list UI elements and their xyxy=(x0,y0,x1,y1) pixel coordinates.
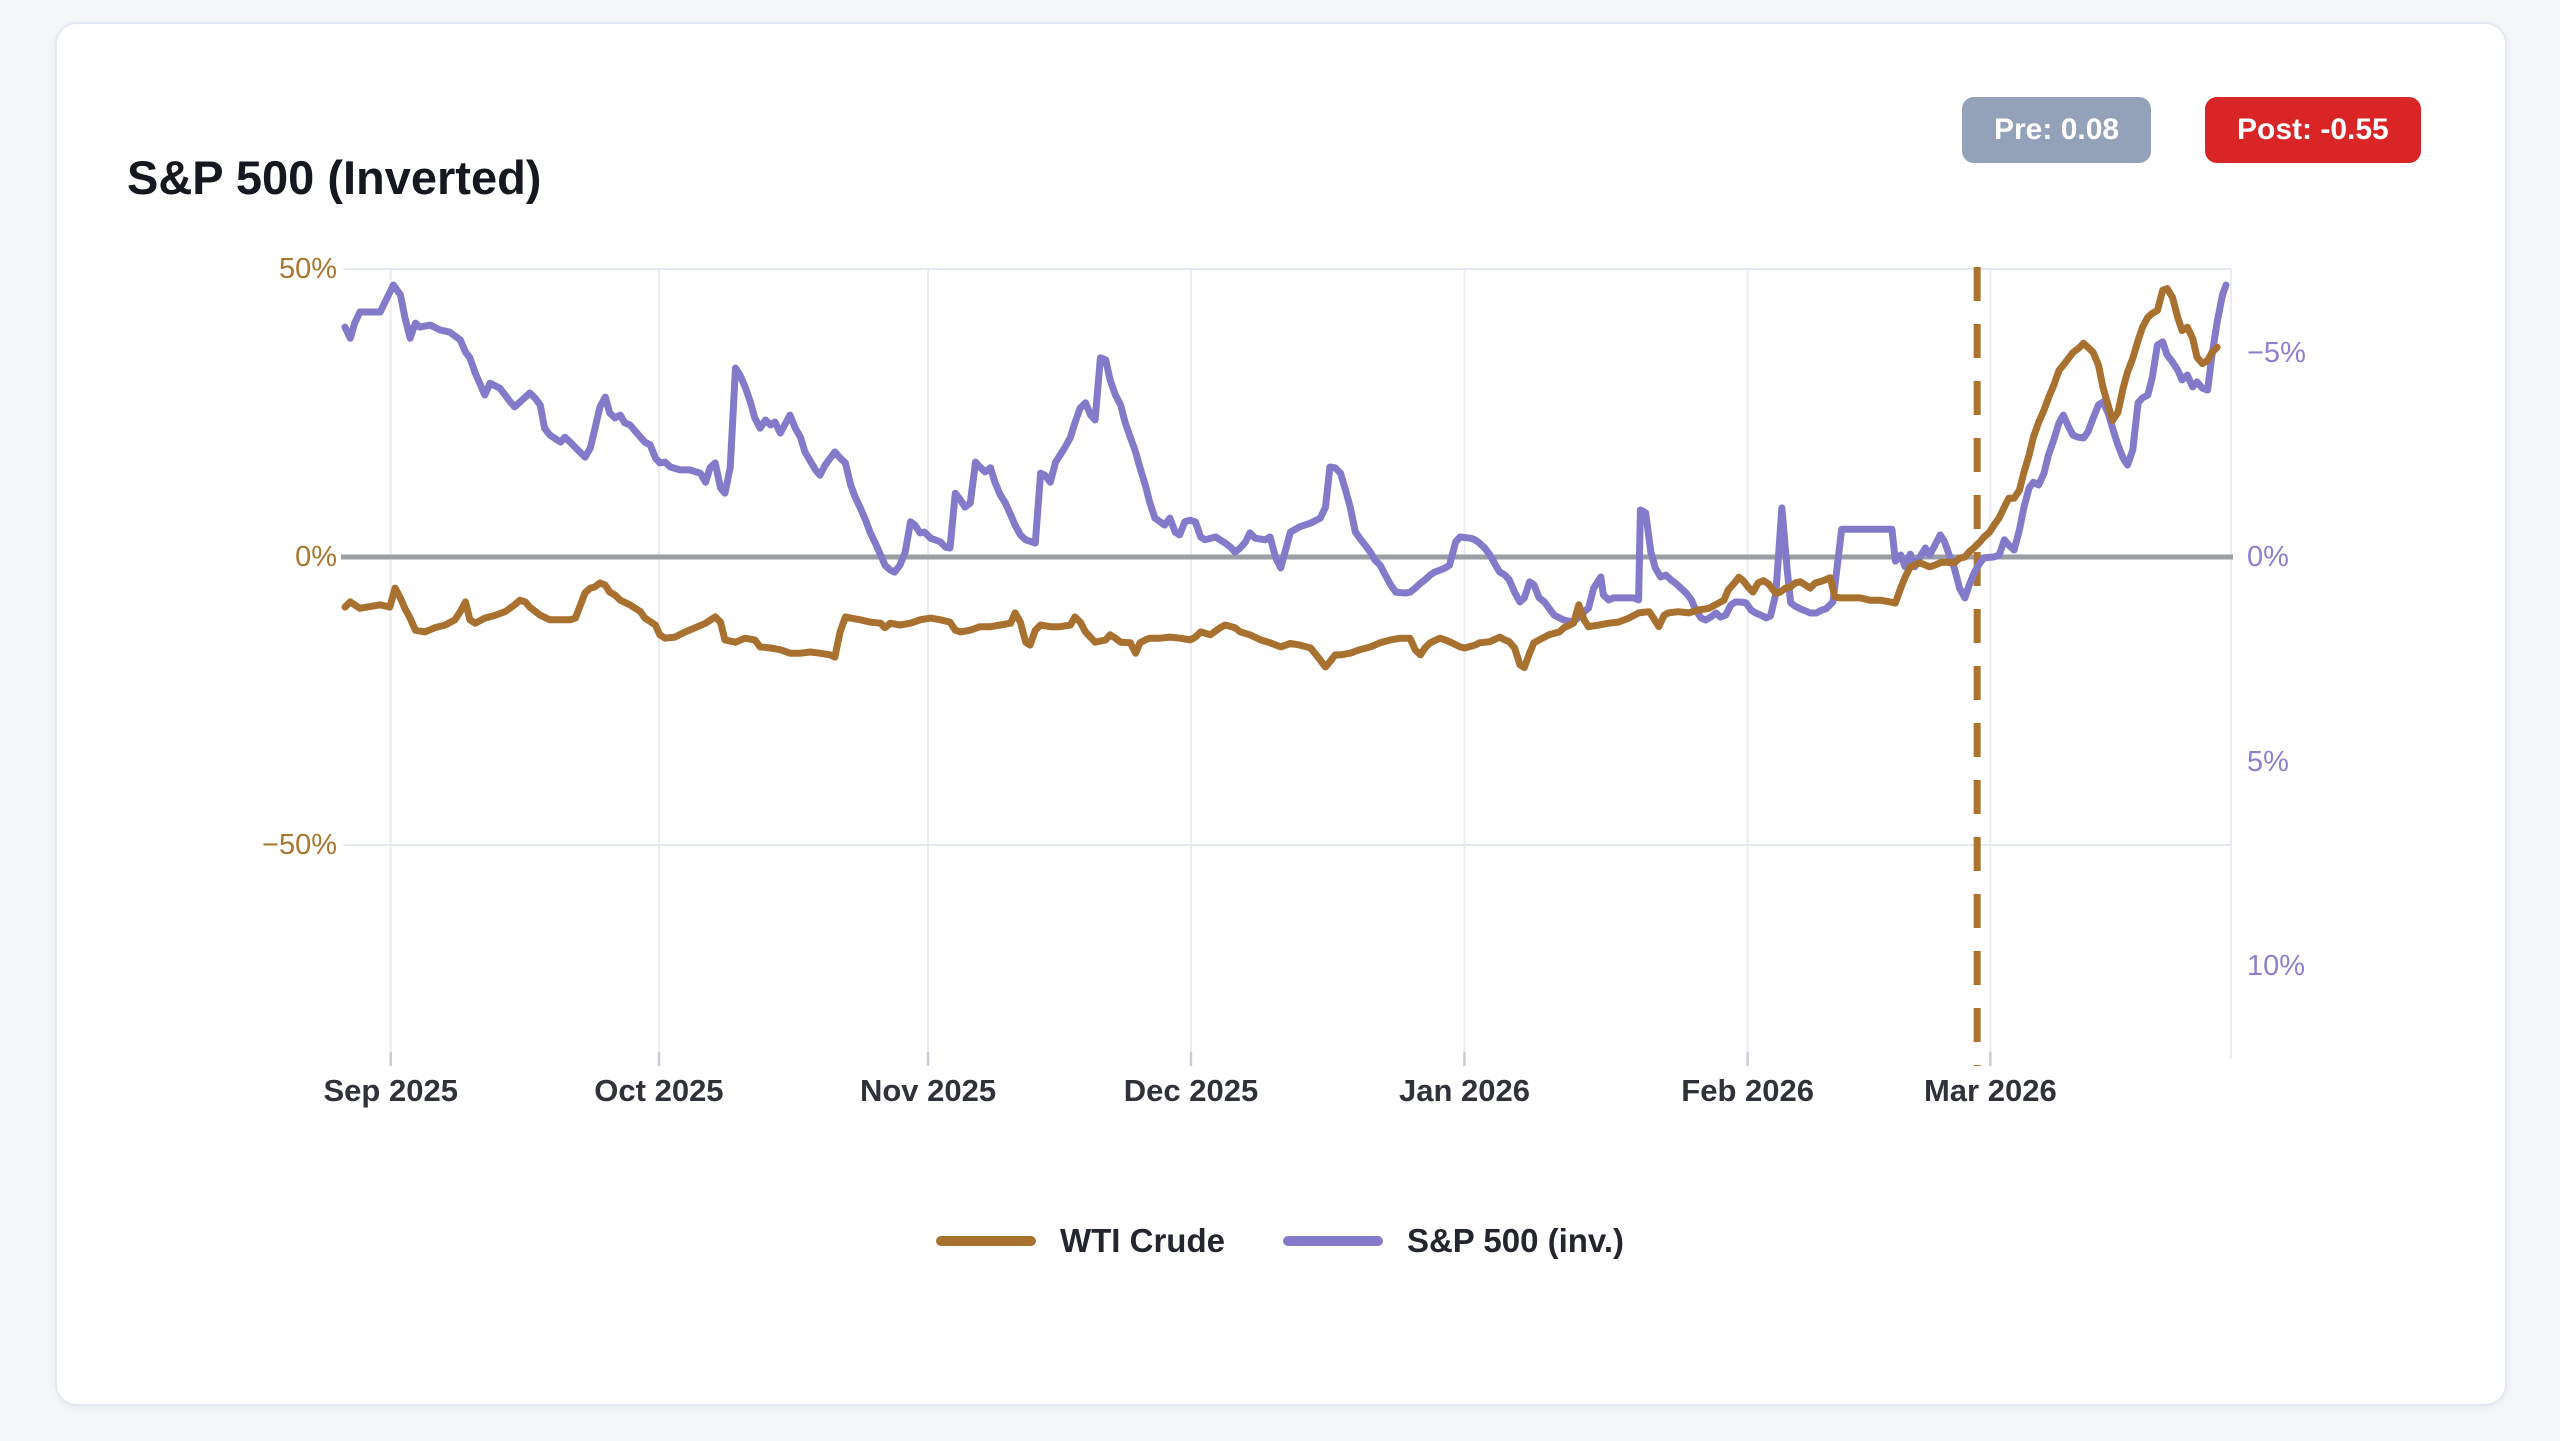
x-axis-month-label: Oct 2025 xyxy=(594,1073,724,1108)
wti-line-swatch xyxy=(935,1236,1036,1246)
chart-card xyxy=(55,22,2507,1406)
sp500-inverted-line xyxy=(341,281,2230,626)
y-axis-right-label: 10% xyxy=(2247,950,2306,982)
y-axis-right-label: 5% xyxy=(2247,745,2289,778)
x-axis-month-label: Feb 2026 xyxy=(1681,1073,1814,1108)
x-axis-month-label: Sep 2025 xyxy=(323,1073,458,1108)
x-axis-month-label: Dec 2025 xyxy=(1123,1073,1259,1108)
legend-label-sp500: S&P 500 (inv.) xyxy=(1406,1222,1624,1259)
sp500-line-swatch xyxy=(1282,1236,1383,1246)
page-title: S&P 500 (Inverted) xyxy=(127,151,542,204)
y-axis-right-label: 0% xyxy=(2247,541,2289,573)
legend-item-sp500: S&P 500 (inv.) xyxy=(1282,1222,1624,1260)
x-axis-month-label: Mar 2026 xyxy=(1923,1073,2057,1108)
y-axis-left-label: −50% xyxy=(262,829,337,861)
pre-correlation-badge: Pre: 0.08 xyxy=(1962,97,2152,163)
post-correlation-badge: Post: -0.55 xyxy=(2205,97,2421,163)
legend-label-wti: WTI Crude xyxy=(1059,1222,1225,1259)
chart-legend: WTI Crude S&P 500 (inv.) xyxy=(0,1222,2560,1260)
y-axis-right-label: −5% xyxy=(2247,336,2306,369)
x-axis-month-label: Jan 2026 xyxy=(1398,1073,1530,1108)
y-axis-left-label: 50% xyxy=(278,253,337,285)
wti-crude-line xyxy=(341,285,2221,672)
legend-item-wti: WTI Crude xyxy=(935,1222,1225,1260)
x-axis-month-label: Nov 2025 xyxy=(859,1073,997,1108)
y-axis-left-label: 0% xyxy=(295,541,337,573)
